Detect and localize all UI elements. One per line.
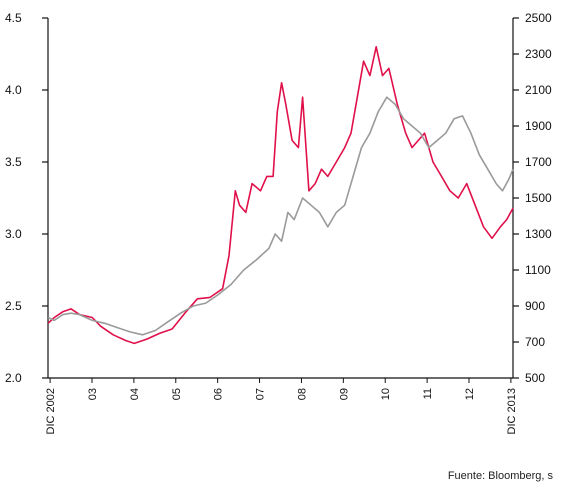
series-line-1 <box>47 46 514 345</box>
x-tick-label: 10 <box>380 388 392 400</box>
left-tick-label: 3.0 <box>5 227 22 241</box>
right-tick-label: 900 <box>525 299 545 313</box>
source-note: Fuente: Bloomberg, s <box>447 470 553 482</box>
right-tick-label: 2100 <box>525 83 552 97</box>
left-tick-label: 3.5 <box>5 155 22 169</box>
left-tick-label: 4.0 <box>5 83 22 97</box>
x-tick-label: 11 <box>422 388 434 399</box>
x-tick-label: 05 <box>171 388 183 400</box>
right-tick-label: 700 <box>525 335 545 349</box>
left-tick-label: 2.5 <box>5 299 22 313</box>
left-axis: 2.0 2.5 3.0 3.5 4.0 4.5 <box>5 11 49 385</box>
x-tick-label: 09 <box>338 388 350 400</box>
series-line-2 <box>47 96 514 336</box>
right-tick-label: 2300 <box>525 47 552 61</box>
right-axis: 500 700 900 1100 1300 1500 1700 1900 2100 2300 250… <box>512 11 552 385</box>
x-tick-label: 07 <box>255 388 267 400</box>
x-tick-label: DIC 2013 <box>506 388 518 434</box>
x-axis: DIC 2002 03 04 05 06 07 08 09 10 11 12 DIC 2013 <box>45 377 518 434</box>
x-tick-label: 12 <box>464 388 476 400</box>
right-tick-label: 2500 <box>525 11 552 25</box>
right-tick-label: 1100 <box>525 263 551 277</box>
left-tick-label: 4.5 <box>5 11 22 25</box>
x-tick-label: DIC 2002 <box>45 388 57 434</box>
x-tick-label: 06 <box>213 388 225 400</box>
right-tick-label: 1900 <box>525 119 552 133</box>
right-tick-label: 1700 <box>525 155 552 169</box>
x-tick-label: 04 <box>129 388 141 400</box>
series-layer <box>47 46 514 345</box>
right-tick-label: 1300 <box>525 227 552 241</box>
x-tick-label: 03 <box>87 388 99 400</box>
right-tick-label: 1500 <box>525 191 552 205</box>
right-tick-label: 500 <box>525 371 545 385</box>
x-tick-label: 08 <box>296 388 308 400</box>
left-tick-label: 2.0 <box>5 371 22 385</box>
